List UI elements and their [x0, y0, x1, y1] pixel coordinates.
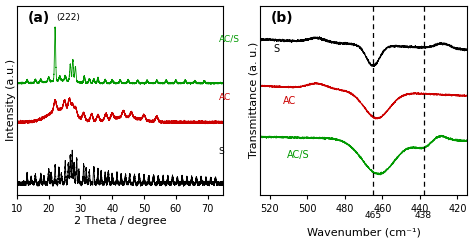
Text: AC/S: AC/S — [287, 150, 309, 160]
Text: 465: 465 — [365, 211, 382, 220]
Text: AC: AC — [283, 96, 296, 106]
Y-axis label: Transmittance (a. u.): Transmittance (a. u.) — [249, 42, 259, 158]
Text: S: S — [273, 43, 280, 54]
Text: (a): (a) — [27, 11, 49, 25]
Text: AC: AC — [219, 93, 231, 102]
X-axis label: 2 Theta / degree: 2 Theta / degree — [74, 216, 166, 226]
Text: 438: 438 — [415, 211, 432, 220]
Text: (b): (b) — [271, 11, 293, 25]
Y-axis label: Intensity (a.u.): Intensity (a.u.) — [6, 59, 16, 141]
X-axis label: Wavenumber (cm⁻¹): Wavenumber (cm⁻¹) — [307, 227, 420, 237]
Text: S: S — [219, 147, 224, 156]
Text: AC/S: AC/S — [219, 35, 240, 44]
Text: (222): (222) — [57, 13, 81, 22]
